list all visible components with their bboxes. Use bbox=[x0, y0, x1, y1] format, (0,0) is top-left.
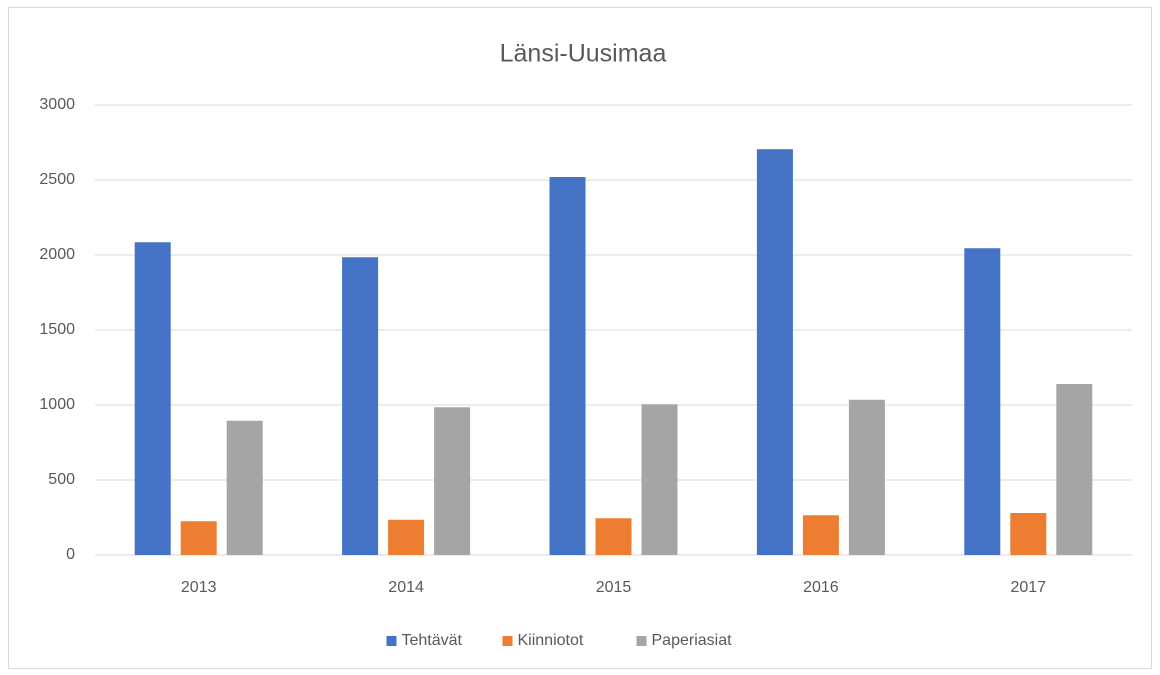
y-tick-label: 3000 bbox=[39, 96, 75, 113]
x-tick-label: 2014 bbox=[388, 579, 424, 596]
y-tick-label: 2000 bbox=[39, 246, 75, 263]
bar bbox=[1056, 384, 1093, 555]
legend-swatch bbox=[386, 636, 397, 646]
bar bbox=[434, 407, 471, 555]
x-tick-label: 2013 bbox=[181, 579, 217, 596]
bar bbox=[226, 420, 263, 555]
legend-label: Tehtävät bbox=[402, 632, 463, 649]
x-tick-label: 2015 bbox=[596, 579, 632, 596]
bar bbox=[342, 257, 379, 555]
legend-swatch bbox=[502, 636, 513, 646]
bar bbox=[595, 518, 632, 555]
bar bbox=[756, 149, 793, 555]
bar bbox=[388, 519, 425, 555]
legend-label: Paperiasiat bbox=[652, 632, 733, 649]
y-tick-label: 0 bbox=[66, 546, 75, 563]
bar bbox=[964, 248, 1001, 555]
y-tick-label: 1000 bbox=[39, 396, 75, 413]
legend-label: Kiinniotot bbox=[518, 632, 584, 649]
y-tick-label: 2500 bbox=[39, 171, 75, 188]
y-tick-label: 1500 bbox=[39, 321, 75, 338]
bar bbox=[641, 404, 678, 555]
bar bbox=[848, 399, 885, 555]
chart-title: Länsi-Uusimaa bbox=[500, 40, 667, 68]
bar bbox=[180, 521, 217, 555]
x-tick-label: 2017 bbox=[1011, 579, 1047, 596]
legend-swatch bbox=[636, 636, 647, 646]
bar bbox=[802, 515, 839, 555]
y-tick-label: 500 bbox=[48, 471, 75, 488]
x-tick-label: 2016 bbox=[803, 579, 839, 596]
bar bbox=[134, 242, 171, 555]
bar bbox=[549, 177, 586, 555]
bar bbox=[1010, 513, 1047, 555]
